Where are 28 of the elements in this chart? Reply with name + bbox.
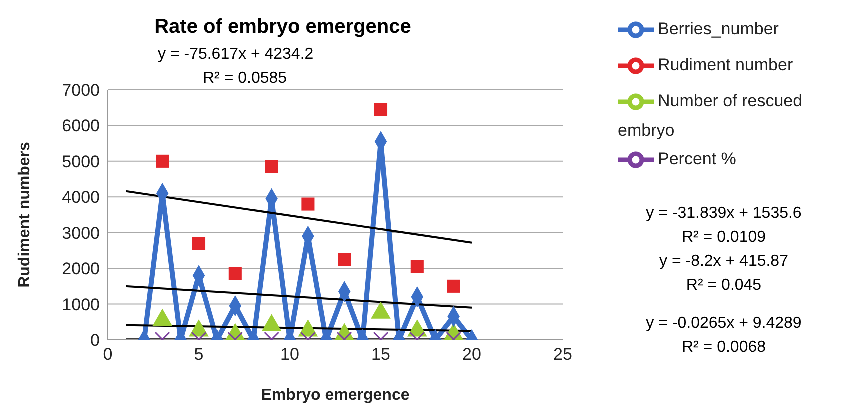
x-tick-label: 20 xyxy=(462,345,482,364)
y-tick-label: 0 xyxy=(90,331,100,350)
x-tick-label: 15 xyxy=(372,345,390,364)
y-tick-label: 1000 xyxy=(62,295,100,314)
legend-label: Rudiment number xyxy=(658,55,794,74)
x-axis-title: Embryo emergence xyxy=(261,387,410,404)
legend-label: Berries_number xyxy=(658,19,779,38)
y-tick-label: 2000 xyxy=(62,260,100,279)
y-tick-label: 5000 xyxy=(62,152,100,172)
text: y = -0.0265x + 9.4289 xyxy=(645,314,803,334)
text: R² = 0.0109 xyxy=(680,228,768,248)
x-tick-label: 10 xyxy=(280,345,300,364)
x-tick-label: 5 xyxy=(194,345,204,364)
x-tick-label: 0 xyxy=(103,345,113,364)
text: y = -8.2x + 415.87 xyxy=(658,252,790,272)
y-tick-label: 6000 xyxy=(62,116,100,136)
text: y = -75.617x + 4234.2 xyxy=(158,46,314,64)
y-tick-label: 7000 xyxy=(62,81,100,100)
legend-label: Percent % xyxy=(658,149,736,168)
y-tick-label: 4000 xyxy=(62,188,100,208)
y-tick-label: 3000 xyxy=(62,224,100,243)
text: y = -31.839x + 1535.6 xyxy=(645,204,803,224)
text: R² = 0.0068 xyxy=(680,338,768,358)
x-tick-label: 25 xyxy=(554,345,572,364)
text: R² = 0.045 xyxy=(685,276,763,296)
text: R² = 0.0585 xyxy=(203,70,288,88)
y-axis-title: Rudiment numbers xyxy=(16,142,34,288)
chart-title: Rate of embryo emergence xyxy=(154,16,412,39)
